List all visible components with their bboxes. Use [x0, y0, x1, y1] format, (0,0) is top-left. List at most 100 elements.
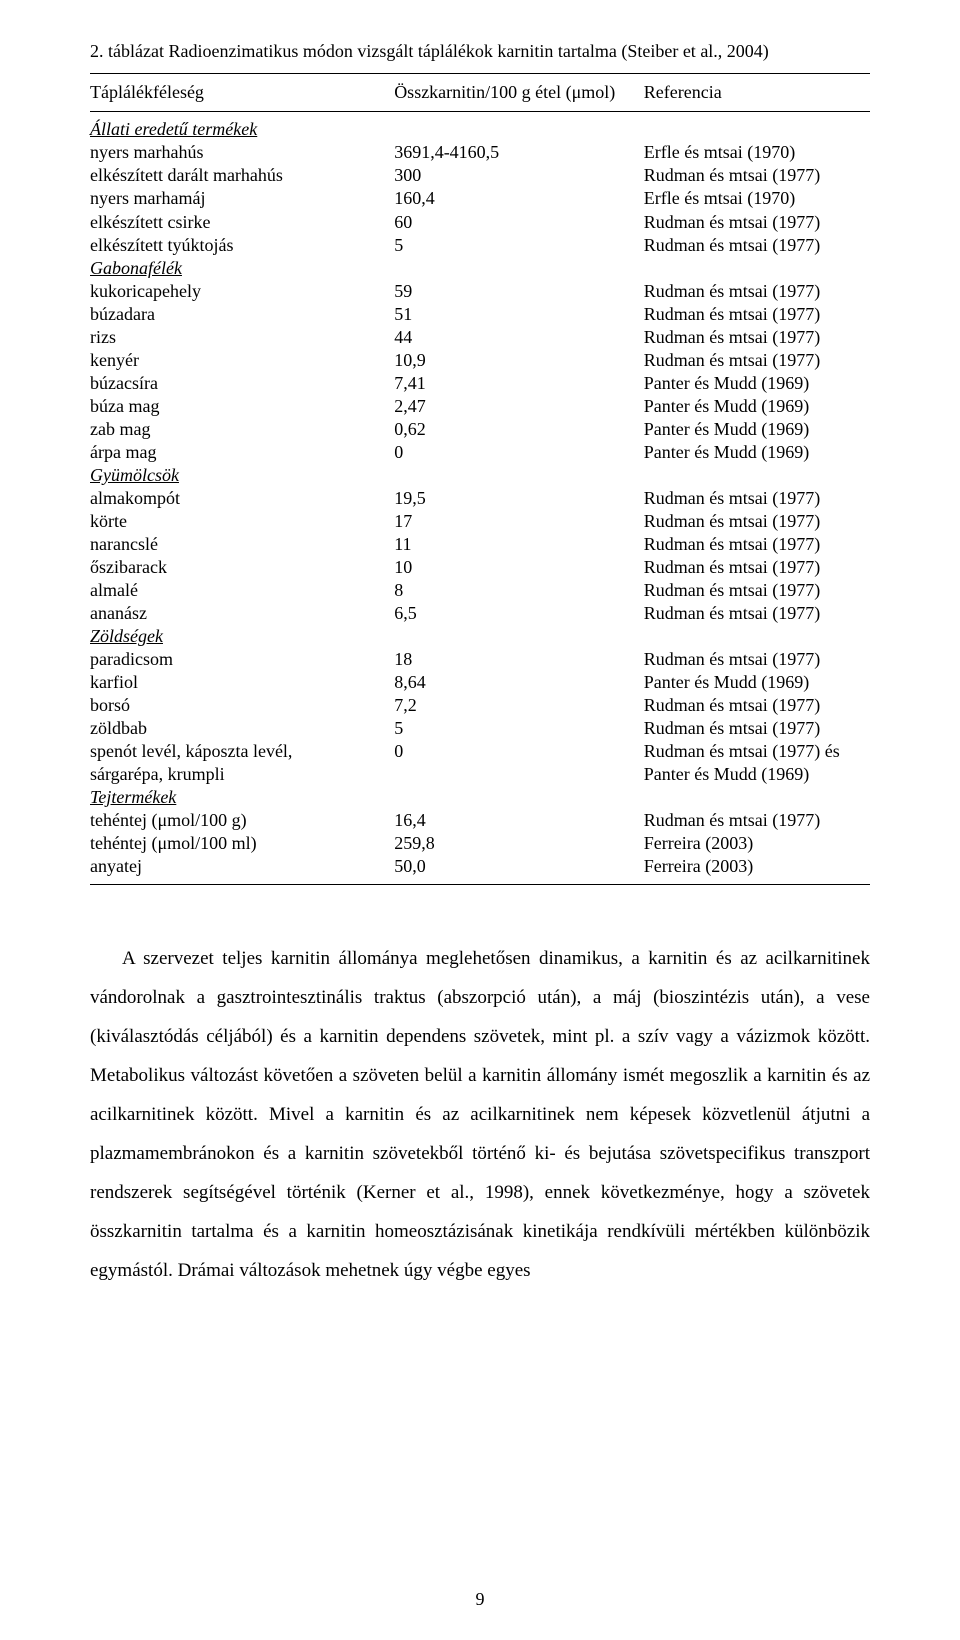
table-row: nyers marhahús3691,4-4160,5Erfle és mtsa… [90, 141, 870, 164]
table-row: kenyér10,9Rudman és mtsai (1977) [90, 349, 870, 372]
table-header-cell: Táplálékféleség [90, 82, 394, 103]
table-cell: 5 [394, 717, 644, 740]
table-row: búzadara51Rudman és mtsai (1977) [90, 303, 870, 326]
table-body: Állati eredetű termékeknyers marhahús369… [90, 112, 870, 885]
table-cell: 16,4 [394, 809, 644, 832]
table-cell: 17 [394, 510, 644, 533]
group-label-row: Tejtermékek [90, 786, 870, 809]
table-row: körte17Rudman és mtsai (1977) [90, 510, 870, 533]
table-cell: búzacsíra [90, 372, 394, 395]
data-table: Táplálékféleség Összkarnitin/100 g étel … [90, 73, 870, 885]
table-cell: búzadara [90, 303, 394, 326]
table-row: elkészített csirke60Rudman és mtsai (197… [90, 211, 870, 234]
table-cell: 19,5 [394, 487, 644, 510]
table-cell: árpa mag [90, 441, 394, 464]
table-cell: Rudman és mtsai (1977) [644, 602, 870, 625]
table-cell: spenót levél, káposzta levél, [90, 740, 394, 763]
page-number: 9 [0, 1589, 960, 1610]
table-row: kukoricapehely59Rudman és mtsai (1977) [90, 280, 870, 303]
body-paragraph: A szervezet teljes karnitin állománya me… [90, 940, 870, 1290]
table-cell: borsó [90, 694, 394, 717]
table-cell: kenyér [90, 349, 394, 372]
table-header-row: Táplálékféleség Összkarnitin/100 g étel … [90, 74, 870, 112]
table-row: elkészített darált marhahús300Rudman és … [90, 164, 870, 187]
table-cell: elkészített tyúktojás [90, 234, 394, 257]
table-cell: Panter és Mudd (1969) [644, 671, 870, 694]
table-cell: Rudman és mtsai (1977) [644, 510, 870, 533]
table-cell: 0 [394, 740, 644, 763]
table-row: nyers marhamáj160,4Erfle és mtsai (1970) [90, 187, 870, 210]
table-cell: anyatej [90, 855, 394, 878]
table-cell: 0,62 [394, 418, 644, 441]
group-label-row: Zöldségek [90, 625, 870, 648]
table-cell: 7,41 [394, 372, 644, 395]
table-cell: Rudman és mtsai (1977) [644, 694, 870, 717]
table-row: anyatej50,0Ferreira (2003) [90, 855, 870, 878]
table-cell: 60 [394, 211, 644, 234]
table-cell: tehéntej (μmol/100 g) [90, 809, 394, 832]
table-header-cell: Összkarnitin/100 g étel (μmol) [394, 82, 644, 103]
table-cell: Panter és Mudd (1969) [644, 395, 870, 418]
table-cell: 2,47 [394, 395, 644, 418]
table-cell: rizs [90, 326, 394, 349]
table-cell: Rudman és mtsai (1977) [644, 487, 870, 510]
table-row: tehéntej (μmol/100 g)16,4Rudman és mtsai… [90, 809, 870, 832]
table-row: elkészített tyúktojás5Rudman és mtsai (1… [90, 234, 870, 257]
table-cell: tehéntej (μmol/100 ml) [90, 832, 394, 855]
table-cell: Panter és Mudd (1969) [644, 418, 870, 441]
group-label-row: Gabonafélék [90, 257, 870, 280]
table-cell: 51 [394, 303, 644, 326]
table-cell: Panter és Mudd (1969) [644, 441, 870, 464]
table-cell: Ferreira (2003) [644, 832, 870, 855]
table-cell: Rudman és mtsai (1977) [644, 717, 870, 740]
table-cell: Rudman és mtsai (1977) [644, 234, 870, 257]
table-cell: 11 [394, 533, 644, 556]
table-cell: Panter és Mudd (1969) [644, 372, 870, 395]
table-row: ananász6,5Rudman és mtsai (1977) [90, 602, 870, 625]
table-cell: Panter és Mudd (1969) [644, 763, 870, 786]
table-row: karfiol8,64Panter és Mudd (1969) [90, 671, 870, 694]
table-cell: 50,0 [394, 855, 644, 878]
table-cell: búza mag [90, 395, 394, 418]
group-label: Tejtermékek [90, 786, 394, 809]
table-cell: Rudman és mtsai (1977) [644, 326, 870, 349]
table-cell: ananász [90, 602, 394, 625]
table-cell: 7,2 [394, 694, 644, 717]
table-cell: Erfle és mtsai (1970) [644, 187, 870, 210]
table-cell: körte [90, 510, 394, 533]
table-cell: 6,5 [394, 602, 644, 625]
table-cell: Rudman és mtsai (1977) [644, 280, 870, 303]
table-cell: kukoricapehely [90, 280, 394, 303]
table-cell: Rudman és mtsai (1977) [644, 211, 870, 234]
table-row: búzacsíra7,41Panter és Mudd (1969) [90, 372, 870, 395]
table-cell: 10 [394, 556, 644, 579]
table-row: zab mag0,62Panter és Mudd (1969) [90, 418, 870, 441]
table-cell: Rudman és mtsai (1977) és [644, 740, 870, 763]
table-cell: Rudman és mtsai (1977) [644, 533, 870, 556]
table-row: zöldbab5Rudman és mtsai (1977) [90, 717, 870, 740]
table-cell: nyers marhamáj [90, 187, 394, 210]
table-cell: sárgarépa, krumpli [90, 763, 394, 786]
table-row: tehéntej (μmol/100 ml)259,8Ferreira (200… [90, 832, 870, 855]
table-row: paradicsom18Rudman és mtsai (1977) [90, 648, 870, 671]
table-row: őszibarack10Rudman és mtsai (1977) [90, 556, 870, 579]
table-cell: Rudman és mtsai (1977) [644, 164, 870, 187]
table-row: narancslé11Rudman és mtsai (1977) [90, 533, 870, 556]
table-row: borsó7,2Rudman és mtsai (1977) [90, 694, 870, 717]
table-row: rizs44Rudman és mtsai (1977) [90, 326, 870, 349]
page: 2. táblázat Radioenzimatikus módon vizsg… [0, 0, 960, 1640]
table-cell: narancslé [90, 533, 394, 556]
table-cell: 8,64 [394, 671, 644, 694]
table-cell: paradicsom [90, 648, 394, 671]
table-cell: elkészített darált marhahús [90, 164, 394, 187]
table-cell: Ferreira (2003) [644, 855, 870, 878]
table-row: búza mag2,47Panter és Mudd (1969) [90, 395, 870, 418]
table-cell: almakompót [90, 487, 394, 510]
table-cell: Rudman és mtsai (1977) [644, 809, 870, 832]
table-cell [394, 763, 644, 786]
table-cell: zöldbab [90, 717, 394, 740]
table-cell: Rudman és mtsai (1977) [644, 579, 870, 602]
table-cell: 0 [394, 441, 644, 464]
table-cell: Erfle és mtsai (1970) [644, 141, 870, 164]
table-cell: 5 [394, 234, 644, 257]
